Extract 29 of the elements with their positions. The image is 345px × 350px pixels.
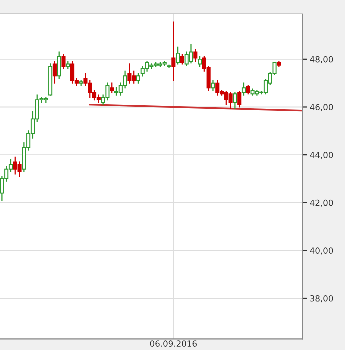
candlestick (110, 82, 114, 94)
candlestick (228, 92, 233, 109)
candlestick (216, 80, 220, 96)
candlestick (180, 54, 184, 65)
candlestick (18, 162, 22, 178)
y-tick-label: 40,00 (310, 248, 334, 255)
y-tick-label: 42,00 (310, 200, 334, 208)
candlestick (233, 92, 238, 109)
candlestick (238, 91, 242, 108)
candlestick (189, 44, 194, 64)
y-tick-label: 38,00 (310, 295, 334, 303)
candlestick (128, 64, 132, 84)
candlestick (211, 80, 216, 92)
candlestick (176, 46, 180, 65)
candlestick (62, 54, 66, 70)
candlestick (194, 49, 198, 62)
candlestick (52, 61, 57, 84)
candlestick (242, 82, 246, 96)
candlestick (145, 61, 150, 72)
y-tick-label: 44,00 (310, 152, 334, 160)
candlestick (172, 22, 176, 82)
y-tick-label: 48,00 (310, 56, 334, 64)
candlestick (167, 64, 172, 68)
candlestick (57, 52, 62, 80)
x-tick-label: 06.09.2016 (150, 340, 197, 347)
candlestick (70, 61, 75, 84)
candlestick (136, 73, 141, 84)
y-tick-label: 46,00 (310, 104, 334, 112)
candlestick (198, 56, 202, 68)
